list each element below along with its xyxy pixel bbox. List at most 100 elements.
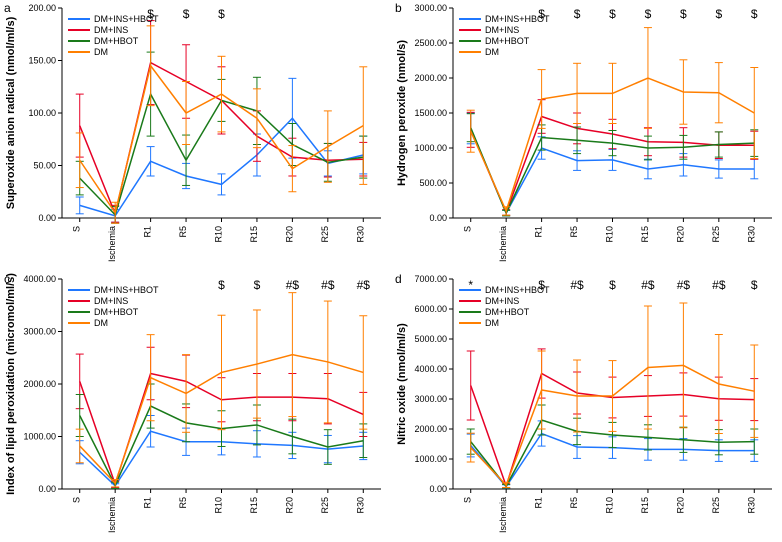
panel-c: 0.00 1000.00 2000.00 3000.00 4000.00 S Ischemi… bbox=[0, 271, 391, 542]
y-tick-label: 3000.00 bbox=[23, 327, 56, 337]
y-axis-label: Index of lipid peroxidation (micromol/ml… bbox=[5, 273, 17, 495]
significance-marker: $ bbox=[609, 278, 616, 292]
significance-marker: #$ bbox=[321, 278, 335, 292]
x-tick-label: R25 bbox=[320, 226, 330, 243]
y-tick-label: 2000.00 bbox=[414, 424, 447, 434]
significance-marker: $ bbox=[609, 7, 616, 21]
y-axis-label: Hydrogen peroxide (nmol/s) bbox=[396, 40, 408, 186]
x-tick-label: R25 bbox=[320, 497, 330, 514]
x-tick-label: S bbox=[72, 497, 82, 503]
y-tick-label: 1000.00 bbox=[23, 432, 56, 442]
chart-svg: 0.001000.002000.003000.004000.005000.006… bbox=[391, 271, 782, 537]
x-tick-label: R5 bbox=[569, 497, 579, 509]
x-tick-label: R10 bbox=[605, 226, 615, 243]
legend-label: DM+HBOT bbox=[485, 307, 530, 317]
x-tick-label: R10 bbox=[214, 497, 224, 514]
y-tick-label: 50.00 bbox=[33, 161, 56, 171]
chart-svg: 0.00 1000.00 2000.00 3000.00 4000.00 S Ischemi… bbox=[0, 271, 391, 537]
y-axis-label: Nitric oxide (nmol/ml/s) bbox=[396, 323, 408, 445]
y-tick-label: 0.00 bbox=[38, 484, 56, 494]
y-tick-label: 4000.00 bbox=[414, 364, 447, 374]
x-tick-label: R15 bbox=[249, 497, 259, 514]
x-tick-label: R15 bbox=[249, 226, 259, 243]
significance-marker: $ bbox=[751, 278, 758, 292]
y-tick-label: 7000.00 bbox=[414, 274, 447, 284]
x-tick-label: R30 bbox=[746, 497, 756, 514]
y-tick-label: 3000.00 bbox=[414, 394, 447, 404]
x-tick-label: R1 bbox=[143, 226, 153, 238]
significance-marker: $ bbox=[218, 7, 225, 21]
panel-letter: b bbox=[395, 1, 402, 15]
x-tick-label: R10 bbox=[605, 497, 615, 514]
y-tick-label: 0.00 bbox=[429, 484, 447, 494]
legend-label: DM+HBOT bbox=[94, 36, 139, 46]
x-tick-label: R30 bbox=[355, 497, 365, 514]
x-tick-label: R1 bbox=[143, 497, 153, 509]
y-tick-label: 200.00 bbox=[28, 3, 56, 13]
x-tick-label: Ischemia bbox=[107, 226, 117, 262]
legend-label: DM+INS+HBOT bbox=[94, 285, 159, 295]
significance-marker: $ bbox=[680, 7, 687, 21]
x-tick-label: Ischemia bbox=[498, 497, 508, 533]
x-tick-label: R10 bbox=[214, 226, 224, 243]
y-tick-label: 5000.00 bbox=[414, 334, 447, 344]
y-tick-label: 0.00 bbox=[38, 213, 56, 223]
legend-label: DM+INS+HBOT bbox=[94, 14, 159, 24]
significance-marker: #$ bbox=[286, 278, 300, 292]
chart-svg: 0.00500.001000.001500.002000.002500.0030… bbox=[391, 0, 782, 266]
significance-marker: $ bbox=[183, 7, 190, 21]
x-tick-label: R20 bbox=[675, 226, 685, 243]
x-tick-label: R20 bbox=[284, 226, 294, 243]
x-tick-label: S bbox=[463, 497, 473, 503]
panel-b: 0.00500.001000.001500.002000.002500.0030… bbox=[391, 0, 782, 271]
legend-label: DM bbox=[485, 318, 499, 328]
y-tick-label: 6000.00 bbox=[414, 304, 447, 314]
significance-marker: #$ bbox=[357, 278, 371, 292]
legend-label: DM bbox=[485, 47, 499, 57]
legend-label: DM bbox=[94, 47, 108, 57]
y-tick-label: 1000.00 bbox=[414, 143, 447, 153]
x-tick-label: R1 bbox=[534, 497, 544, 509]
x-tick-label: S bbox=[463, 226, 473, 232]
x-tick-label: R25 bbox=[711, 226, 721, 243]
legend-label: DM bbox=[94, 318, 108, 328]
legend-label: DM+HBOT bbox=[94, 307, 139, 317]
significance-marker: $ bbox=[254, 278, 261, 292]
significance-marker: $ bbox=[218, 278, 225, 292]
x-tick-label: S bbox=[72, 226, 82, 232]
y-tick-label: 3000.00 bbox=[414, 3, 447, 13]
y-tick-label: 0.00 bbox=[429, 213, 447, 223]
x-tick-label: R20 bbox=[284, 497, 294, 514]
significance-marker: $ bbox=[574, 7, 581, 21]
y-tick-label: 2000.00 bbox=[23, 379, 56, 389]
x-tick-label: Ischemia bbox=[498, 226, 508, 262]
y-tick-label: 500.00 bbox=[419, 178, 447, 188]
x-tick-label: R5 bbox=[178, 226, 188, 238]
legend-label: DM+INS bbox=[485, 25, 519, 35]
panel-letter: c bbox=[4, 272, 10, 286]
y-tick-label: 4000.00 bbox=[23, 274, 56, 284]
legend-label: DM+HBOT bbox=[485, 36, 530, 46]
x-tick-label: R30 bbox=[355, 226, 365, 243]
y-tick-label: 150.00 bbox=[28, 56, 56, 66]
panel-letter: a bbox=[4, 1, 11, 15]
figure-grid: 0.0050.00100.00150.00200.00SIschemiaR1R5… bbox=[0, 0, 782, 532]
x-tick-label: R20 bbox=[675, 497, 685, 514]
legend-label: DM+INS+HBOT bbox=[485, 14, 550, 24]
y-tick-label: 1500.00 bbox=[414, 108, 447, 118]
chart-svg: 0.0050.00100.00150.00200.00SIschemiaR1R5… bbox=[0, 0, 391, 266]
x-tick-label: R15 bbox=[640, 497, 650, 514]
x-tick-label: R5 bbox=[569, 226, 579, 238]
x-tick-label: R15 bbox=[640, 226, 650, 243]
legend-label: DM+INS bbox=[94, 296, 128, 306]
x-tick-label: R1 bbox=[534, 226, 544, 238]
legend-label: DM+INS bbox=[94, 25, 128, 35]
x-tick-label: R25 bbox=[711, 497, 721, 514]
panel-a: 0.0050.00100.00150.00200.00SIschemiaR1R5… bbox=[0, 0, 391, 271]
significance-marker: #$ bbox=[641, 278, 655, 292]
x-tick-label: Ischemia bbox=[107, 497, 117, 533]
significance-marker: $ bbox=[715, 7, 722, 21]
x-tick-label: R5 bbox=[178, 497, 188, 509]
significance-marker: #$ bbox=[712, 278, 726, 292]
significance-marker: #$ bbox=[570, 278, 584, 292]
